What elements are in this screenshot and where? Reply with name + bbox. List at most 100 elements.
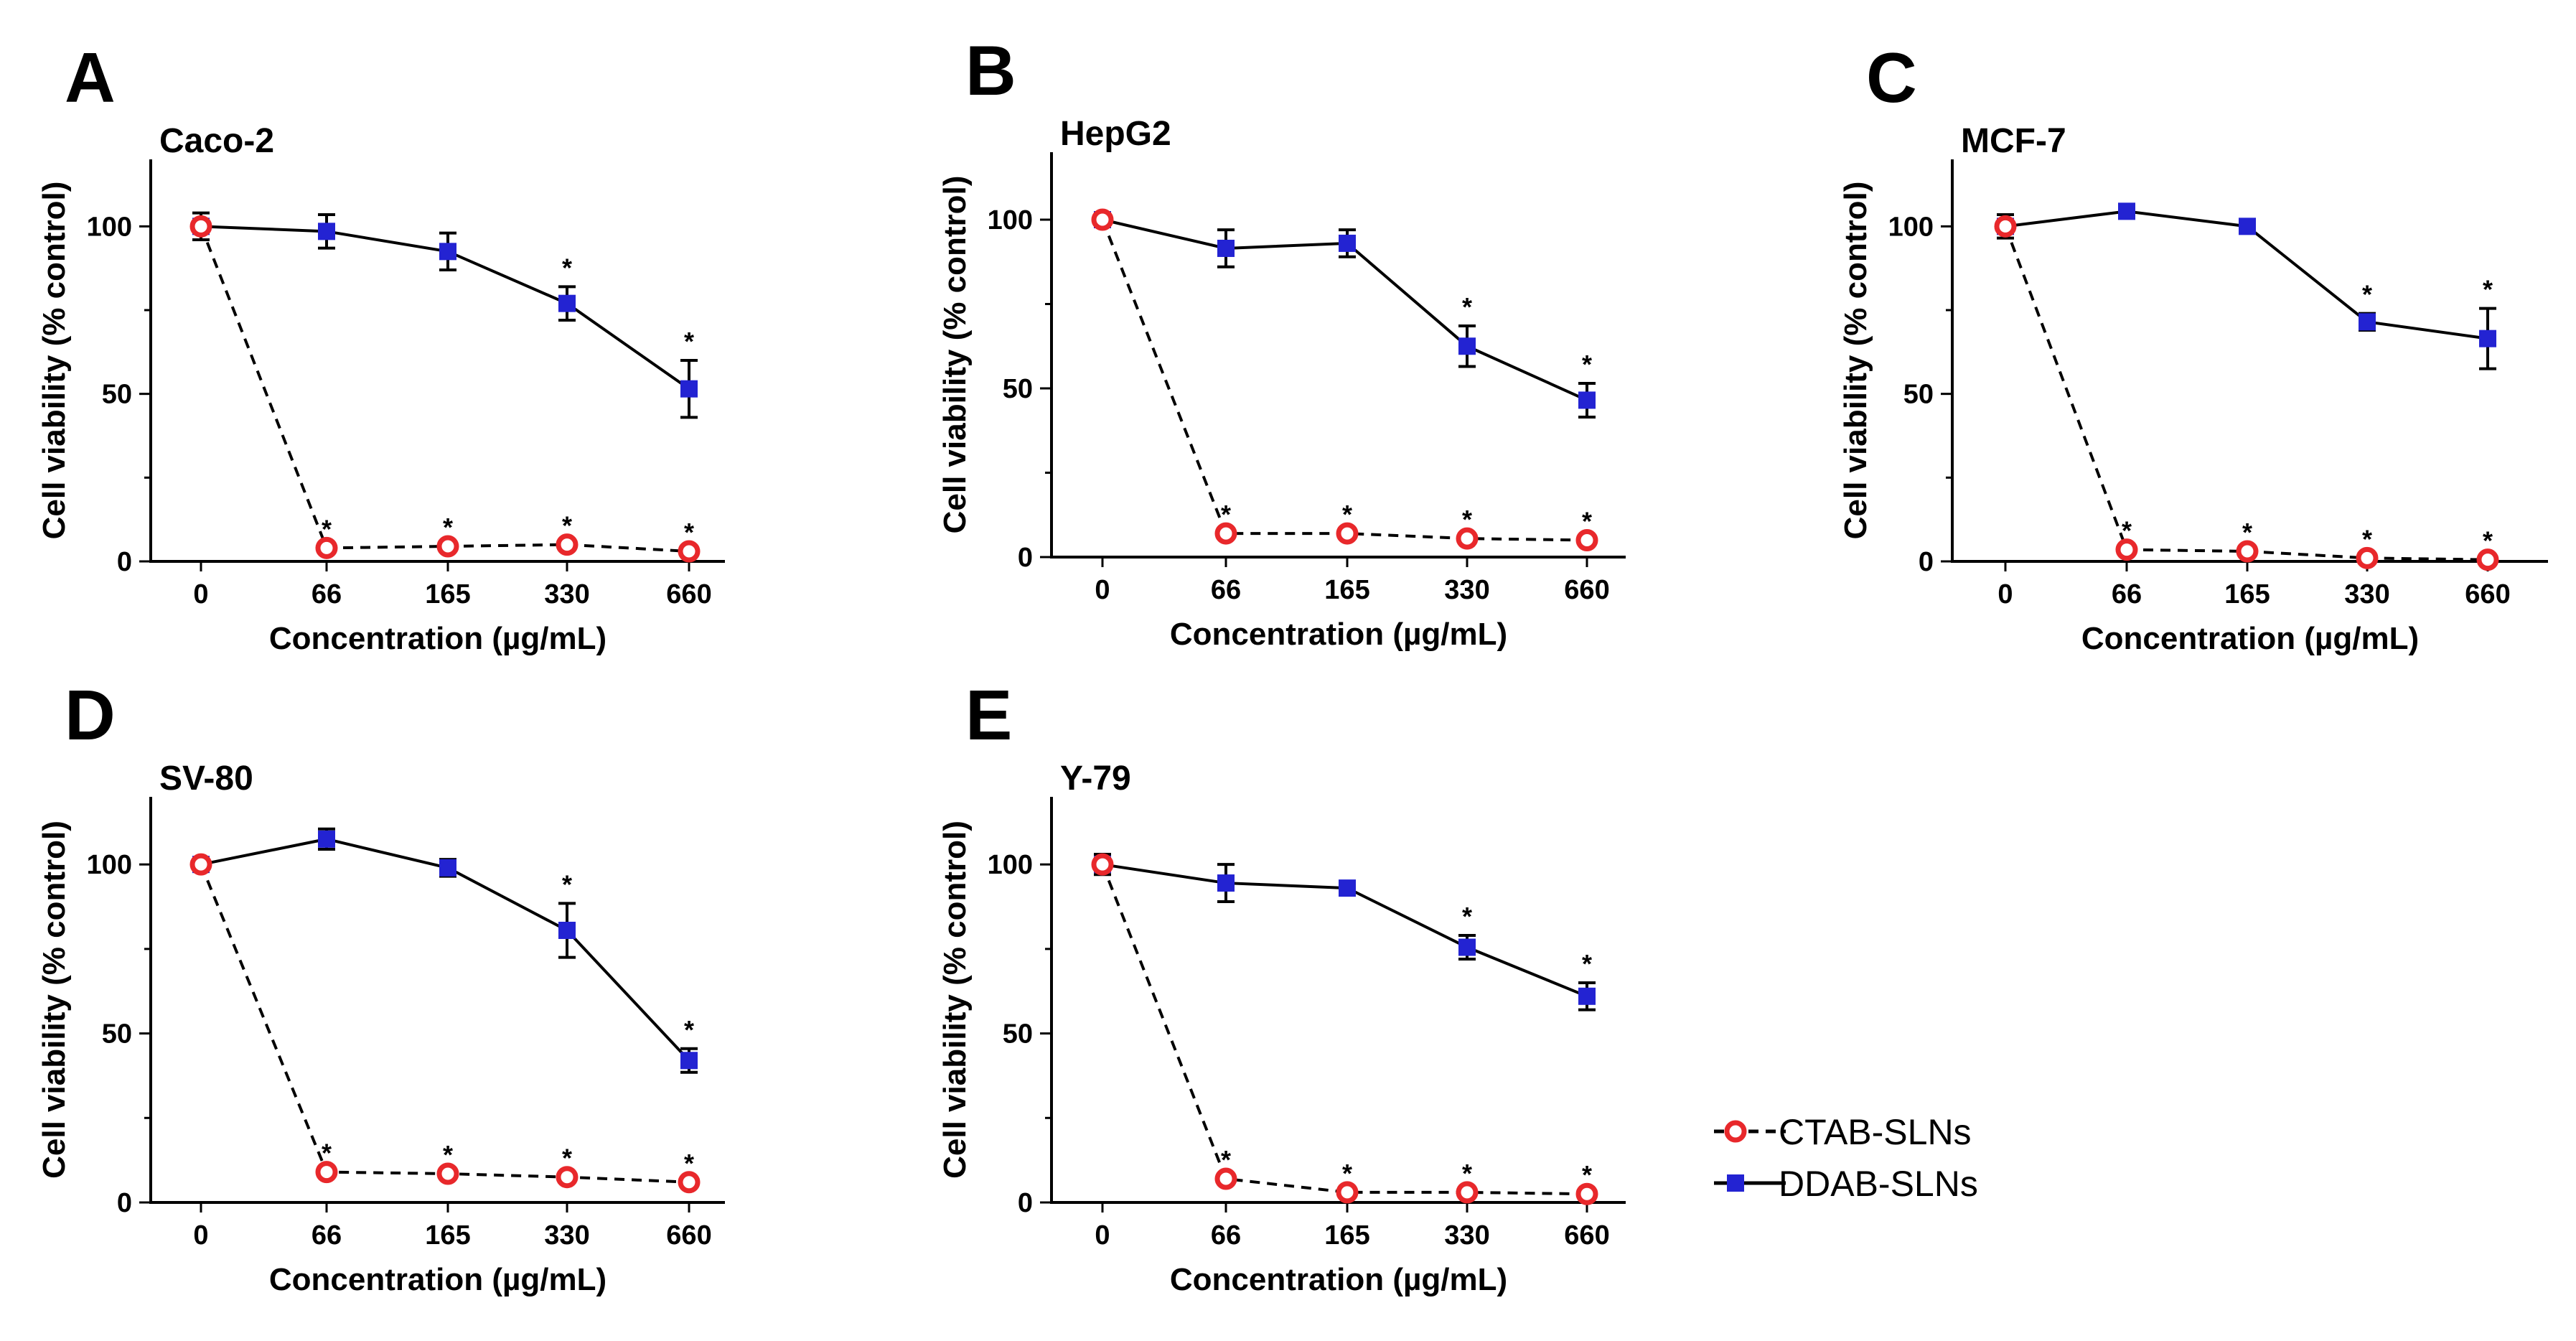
x-tick-label: 66	[1211, 575, 1241, 605]
ctab-point	[1336, 522, 1359, 545]
x-tick-label: 66	[2112, 579, 2142, 609]
x-tick-label: 0	[1095, 575, 1110, 605]
ddab-point	[1578, 391, 1596, 409]
panel-title: Y-79	[1060, 760, 1131, 798]
y-tick-label: 100	[1888, 212, 1934, 242]
legend-ctab-marker	[1724, 1120, 1747, 1143]
ctab-point	[1214, 1167, 1237, 1190]
x-tick-label: 660	[2465, 579, 2510, 609]
ddab-point	[1458, 938, 1476, 956]
significance-star: *	[1462, 1159, 1472, 1188]
significance-star: *	[684, 1015, 694, 1045]
legend-ctab-label: CTAB-SLNs	[1779, 1112, 1972, 1152]
x-tick-label: 165	[1324, 1220, 1369, 1251]
x-tick-label: 330	[544, 1220, 589, 1251]
series-ddab: **	[1997, 202, 2496, 370]
ddab-point	[1339, 879, 1356, 897]
x-tick-label: 0	[1095, 1220, 1110, 1251]
ddab-point	[558, 921, 576, 939]
series-ddab: **	[192, 211, 698, 419]
x-tick-label: 165	[2224, 579, 2270, 609]
ctab-point	[678, 540, 701, 563]
significance-star: *	[1582, 949, 1592, 978]
significance-star: *	[443, 1140, 453, 1169]
ctab-point	[315, 1161, 338, 1184]
x-axis-title: Concentration (µg/mL)	[269, 621, 606, 656]
y-tick-label: 0	[117, 1188, 132, 1218]
significance-star: *	[322, 1139, 332, 1168]
y-tick-label: 50	[1003, 1019, 1033, 1050]
ctab-point	[556, 533, 579, 556]
ctab-point	[2356, 546, 2379, 569]
significance-star: *	[1221, 500, 1231, 529]
ctab-point	[1575, 529, 1598, 551]
y-tick-label: 0	[1018, 1188, 1033, 1218]
ddab-point	[1339, 234, 1356, 252]
panel-title: SV-80	[159, 760, 253, 798]
ctab-line	[200, 225, 690, 553]
y-tick-label: 50	[1003, 374, 1033, 404]
x-axis-title: Concentration (µg/mL)	[1170, 617, 1507, 652]
ctab-line	[2004, 225, 2488, 561]
series-ctab: * * * *	[1994, 215, 2499, 571]
x-axis-title: Concentration (µg/mL)	[269, 1262, 606, 1297]
x-axis-title: Concentration (µg/mL)	[1170, 1262, 1507, 1297]
x-tick-label: 660	[1564, 575, 1609, 605]
ctab-point	[1091, 853, 1114, 876]
significance-star: *	[1462, 902, 1472, 931]
significance-star: *	[443, 513, 453, 542]
significance-star: *	[1582, 1160, 1592, 1190]
ddab-point	[318, 830, 335, 848]
ctab-line	[1101, 219, 1588, 542]
x-axis-title: Concentration (µg/mL)	[2081, 621, 2419, 656]
x-tick-label: 660	[666, 579, 711, 609]
panel-letter: D	[65, 676, 116, 754]
ddab-point	[680, 380, 698, 398]
y-tick-label: 100	[988, 850, 1033, 880]
ddab-point	[439, 243, 456, 261]
significance-star: *	[684, 327, 694, 356]
ctab-point	[2115, 538, 2138, 561]
y-tick-label: 0	[1919, 547, 1934, 577]
significance-star: *	[562, 1144, 572, 1173]
y-tick-label: 50	[102, 380, 132, 410]
ddab-point	[318, 223, 335, 240]
y-axis-title: Cell viability (% control)	[37, 821, 72, 1179]
significance-star: *	[2242, 518, 2252, 547]
x-tick-label: 165	[425, 579, 470, 609]
significance-star: *	[684, 518, 694, 547]
significance-star: *	[2362, 280, 2372, 309]
ddab-point	[2479, 330, 2496, 347]
ctab-point	[1336, 1181, 1359, 1204]
legend-ddab-marker	[1727, 1174, 1744, 1192]
panel-e: E Y-79 0 50 100 0 66 165 330 660 Concentration (µg…	[937, 676, 1626, 1297]
significance-star: *	[1462, 505, 1472, 534]
panel-letter: B	[965, 31, 1016, 110]
ddab-point	[1217, 239, 1235, 257]
series-ddab: **	[1094, 853, 1596, 1011]
panel-letter: A	[65, 38, 116, 117]
x-tick-label: 330	[1444, 1220, 1489, 1251]
ddab-point	[558, 294, 576, 312]
ctab-point	[1214, 522, 1237, 545]
legend-ddab-label: DDAB-SLNs	[1779, 1164, 1978, 1204]
y-tick-label: 0	[1018, 543, 1033, 573]
x-tick-label: 0	[1997, 579, 2013, 609]
ddab-point	[2118, 202, 2135, 220]
ddab-point	[2359, 313, 2376, 331]
ctab-line	[1101, 864, 1588, 1196]
ctab-point	[1994, 215, 2017, 238]
x-tick-label: 165	[1324, 575, 1369, 605]
panel-letter: C	[1866, 38, 1917, 117]
ctab-point	[678, 1171, 701, 1194]
y-tick-label: 100	[87, 212, 132, 242]
y-tick-label: 50	[102, 1019, 132, 1050]
ctab-point	[315, 536, 338, 559]
ddab-point	[680, 1052, 698, 1070]
significance-star: *	[1462, 292, 1472, 322]
ddab-point	[1458, 337, 1476, 355]
ddab-point	[1217, 874, 1235, 892]
series-ctab: * * * *	[1091, 208, 1598, 551]
